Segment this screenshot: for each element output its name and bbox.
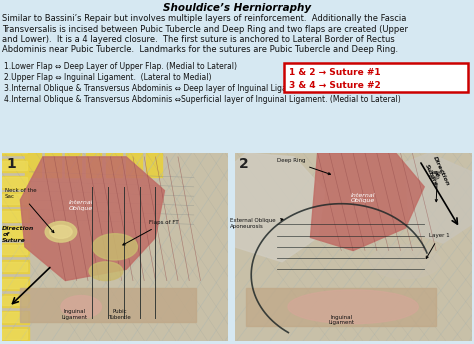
Bar — [2, 262, 27, 271]
Text: Abdominis near Pubic Tubercle.  Landmarks for the sutures are Pubic Tubercle and: Abdominis near Pubic Tubercle. Landmarks… — [2, 45, 398, 54]
Ellipse shape — [92, 234, 137, 260]
Ellipse shape — [288, 290, 419, 324]
FancyBboxPatch shape — [284, 63, 468, 92]
Polygon shape — [405, 153, 472, 243]
Bar — [2, 277, 29, 290]
Text: Upper
Flap: Upper Flap — [429, 170, 446, 202]
Ellipse shape — [50, 225, 72, 238]
Text: 4.Internal Oblique & Transversus Abdominis ⇔Superficial layer of Inguinal Ligame: 4.Internal Oblique & Transversus Abdomin… — [4, 95, 401, 104]
Text: Shouldice’s Herniorraphy: Shouldice’s Herniorraphy — [163, 3, 311, 13]
Bar — [2, 125, 29, 138]
Bar — [25, 153, 41, 178]
Bar — [2, 194, 27, 204]
Bar — [2, 260, 29, 273]
Text: 1: 1 — [7, 157, 17, 171]
Text: Inguinal
Ligament: Inguinal Ligament — [62, 309, 87, 320]
Bar — [86, 153, 101, 178]
Bar — [2, 209, 29, 223]
Text: and Lower).  It is a 4 layered closure.  The first suture is anchored to Lateral: and Lower). It is a 4 layered closure. T… — [2, 35, 395, 44]
Bar — [2, 245, 27, 254]
Text: Deep Ring: Deep Ring — [277, 159, 330, 175]
Polygon shape — [310, 153, 424, 250]
Bar — [2, 159, 29, 172]
Bar — [246, 288, 436, 325]
Bar — [2, 211, 27, 221]
Ellipse shape — [45, 222, 77, 242]
Bar — [2, 294, 29, 307]
Text: 2: 2 — [239, 157, 249, 171]
Bar — [2, 329, 27, 339]
Polygon shape — [235, 153, 325, 262]
Bar — [2, 161, 27, 170]
Text: 3.Internal Oblique & Transversus Abdominis ⇔ Deep layer of Inguinal Ligament. (L: 3.Internal Oblique & Transversus Abdomin… — [4, 84, 383, 93]
Text: 1.Lower Flap ⇔ Deep Layer of Upper Flap. (Medial to Lateral): 1.Lower Flap ⇔ Deep Layer of Upper Flap.… — [4, 62, 237, 71]
Bar — [2, 243, 29, 256]
Ellipse shape — [61, 295, 101, 318]
Text: External Oblique
Aponeurosis: External Oblique Aponeurosis — [230, 218, 283, 229]
Text: 3 & 4 → Suture #2: 3 & 4 → Suture #2 — [289, 81, 381, 90]
Text: Flaps of FT: Flaps of FT — [123, 220, 178, 245]
Bar — [2, 127, 27, 136]
Text: Direction
of
Suture: Direction of Suture — [2, 226, 35, 243]
Bar — [2, 327, 29, 341]
Text: Neck of the
Sac: Neck of the Sac — [5, 188, 54, 233]
Text: Inguinal
Ligament: Inguinal Ligament — [328, 314, 354, 325]
Bar — [2, 228, 27, 237]
Bar — [2, 175, 29, 189]
Bar — [2, 279, 27, 288]
Bar — [2, 226, 29, 239]
Bar — [2, 142, 29, 155]
Bar — [20, 288, 196, 322]
Bar — [106, 153, 122, 178]
Bar — [2, 144, 27, 153]
Text: Similar to Bassini’s Repair but involves multiple layers of reinforcement.  Addi: Similar to Bassini’s Repair but involves… — [2, 14, 406, 23]
Bar — [45, 153, 61, 178]
Text: Internal
Oblique: Internal Oblique — [350, 193, 375, 203]
Text: Pubic
Tubercle: Pubic Tubercle — [108, 309, 131, 320]
Bar — [2, 311, 29, 324]
Bar — [2, 312, 27, 322]
Text: Internal
Oblique: Internal Oblique — [69, 200, 93, 211]
Ellipse shape — [89, 262, 123, 281]
Bar — [146, 153, 162, 178]
Text: Transversalis is incised between Pubic Tubercle and Deep Ring and two flaps are : Transversalis is incised between Pubic T… — [2, 24, 408, 33]
Bar — [2, 192, 29, 206]
Text: Direction
of
Suture: Direction of Suture — [422, 155, 450, 191]
Bar — [126, 153, 142, 178]
Polygon shape — [20, 157, 164, 281]
Ellipse shape — [370, 245, 441, 279]
Bar — [2, 295, 27, 305]
Text: Layer 1: Layer 1 — [426, 234, 450, 258]
Text: 2.Upper Flap ⇔ Inguinal Ligament.  (Lateral to Medial): 2.Upper Flap ⇔ Inguinal Ligament. (Later… — [4, 73, 211, 82]
Bar — [65, 153, 81, 178]
Bar — [2, 178, 27, 187]
Text: 1 & 2 → Suture #1: 1 & 2 → Suture #1 — [289, 68, 381, 77]
